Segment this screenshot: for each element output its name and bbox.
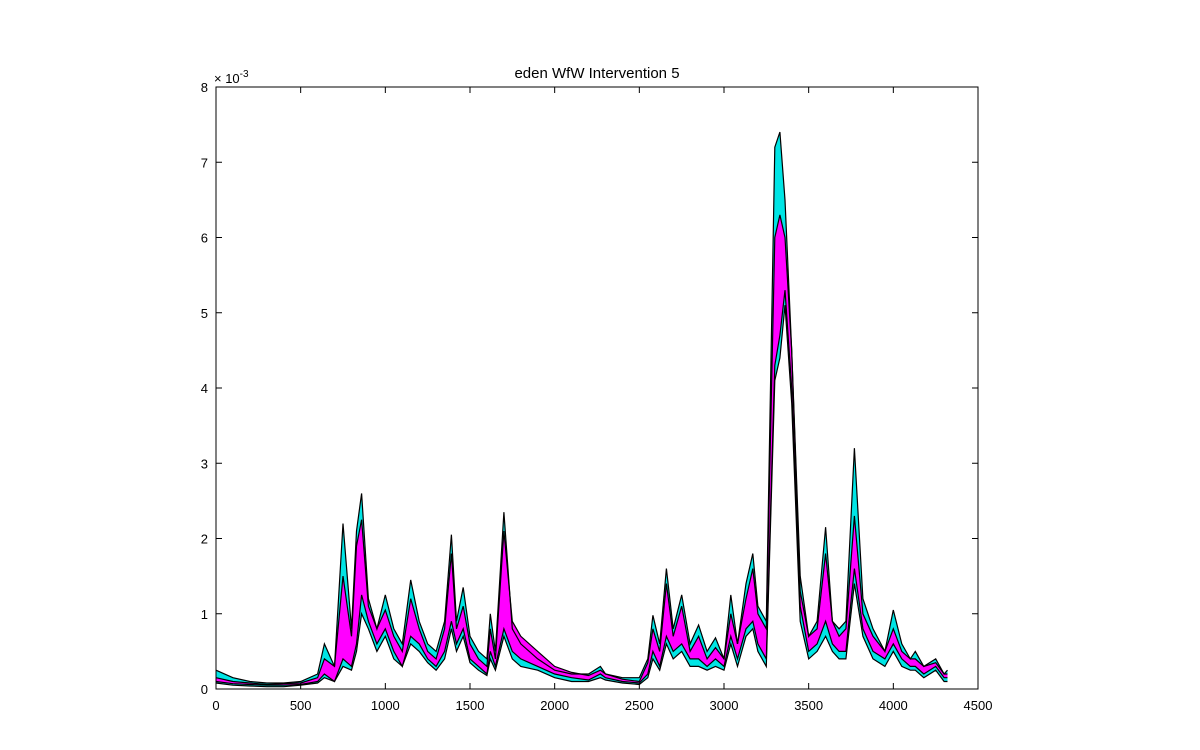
series-line-4	[215, 305, 948, 688]
y-tick-label: 7	[201, 155, 208, 170]
x-tick-label: 4500	[964, 698, 993, 713]
y-exponent-base: × 10	[214, 71, 240, 86]
x-tick-label: 2000	[540, 698, 569, 713]
x-tick-label: 1500	[456, 698, 485, 713]
y-exponent-power: -3	[240, 69, 249, 80]
x-axis: 0 500 1000 1500 2000 2500 3000 3500 4000 4500	[212, 87, 992, 713]
series-line-2	[215, 214, 948, 686]
chart-title: eden WfW Intervention 5	[514, 65, 679, 82]
x-tick-label: 4000	[879, 698, 908, 713]
x-tick-label: 3500	[794, 698, 823, 713]
y-tick-label: 8	[201, 80, 208, 95]
y-tick-label: 6	[201, 231, 208, 246]
y-tick-label: 1	[201, 607, 208, 622]
x-tick-label: 2500	[625, 698, 654, 713]
y-tick-label: 2	[201, 532, 208, 547]
data-lines	[215, 131, 948, 688]
y-exponent-label: × 10-3	[214, 69, 249, 86]
x-tick-label: 1000	[371, 698, 400, 713]
x-tick-label: 500	[290, 698, 312, 713]
y-tick-label: 4	[201, 381, 208, 396]
x-tick-label: 3000	[710, 698, 739, 713]
series-line-1	[215, 131, 948, 684]
x-tick-label: 0	[212, 698, 219, 713]
y-tick-label: 5	[201, 306, 208, 321]
y-tick-label: 0	[201, 682, 208, 697]
series-line-3	[215, 290, 948, 686]
plot-background	[216, 87, 978, 689]
y-axis: 0 1 2 3 4 5 6 7 8	[201, 80, 978, 697]
y-tick-label: 3	[201, 456, 208, 471]
